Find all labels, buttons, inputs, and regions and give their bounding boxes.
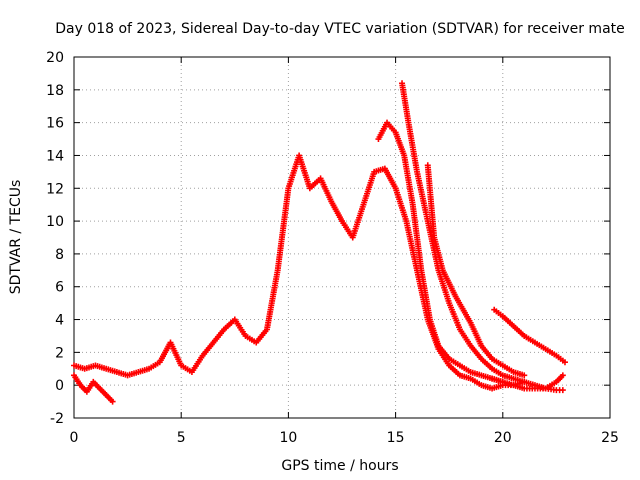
y-axis-label: SDTVAR / TECUs (8, 180, 24, 295)
x-tick-label: 10 (279, 430, 297, 446)
y-tick-label: 4 (55, 313, 64, 329)
y-tick-label: 18 (46, 83, 64, 99)
x-tick-label: 25 (601, 430, 619, 446)
data-point (559, 372, 566, 379)
series-group (489, 372, 566, 392)
y-tick-label: -2 (50, 411, 64, 427)
series-group (71, 372, 116, 405)
data-point (561, 359, 568, 366)
y-tick-label: 8 (55, 247, 64, 263)
y-tick-label: 12 (46, 181, 64, 197)
x-tick-label: 5 (177, 430, 186, 446)
plot-frame (73, 56, 611, 419)
data-point (559, 387, 566, 394)
data-point (109, 398, 116, 405)
series-group (424, 162, 528, 379)
axis-ticks: 0 5 10 15 20 25 -2 0 2 4 6 8 10 12 14 16 18 20 (46, 50, 619, 446)
chart-title: Day 018 of 2023, Sidereal Day-to-day VTE… (55, 21, 625, 37)
series-group (491, 306, 568, 366)
y-tick-label: 2 (55, 345, 64, 361)
data-points (71, 80, 568, 405)
x-tick-label: 15 (387, 430, 405, 446)
x-tick-label: 20 (494, 430, 512, 446)
y-tick-label: 6 (55, 280, 64, 296)
grid (74, 57, 610, 418)
series-group (71, 152, 566, 394)
data-point (521, 372, 528, 379)
y-tick-label: 10 (46, 214, 64, 230)
series-group (399, 80, 528, 385)
y-tick-label: 20 (46, 50, 64, 66)
y-tick-label: 14 (46, 148, 64, 164)
x-tick-label: 0 (70, 430, 79, 446)
x-axis-label: GPS time / hours (281, 458, 398, 474)
y-tick-label: 0 (55, 378, 64, 394)
y-tick-label: 16 (46, 116, 64, 132)
